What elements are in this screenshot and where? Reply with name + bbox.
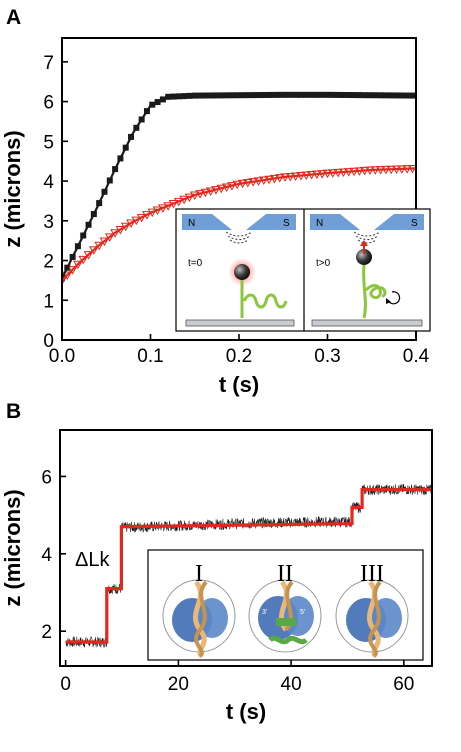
panel-a-y-label: z (microns)	[0, 130, 25, 247]
panel-a-x-tick-label: 0.2	[226, 346, 252, 367]
state-iii: III	[335, 561, 409, 658]
panel-a-x-label: t (s)	[219, 372, 259, 397]
panel-a-letter: A	[6, 6, 21, 29]
panel-a-x-tick-label: 0.0	[49, 346, 75, 367]
state-ii-green-loop	[268, 635, 308, 645]
bead-left	[234, 264, 250, 280]
state-ii-5prime: 5'	[300, 609, 305, 616]
panel-b-y-tick-label: 2	[41, 622, 52, 643]
panel-a-y-tick-label: 0	[43, 331, 54, 352]
field-lines-left	[225, 231, 253, 244]
inset-right-t-positive: N S t>0	[310, 214, 424, 327]
magnet-south-right	[374, 214, 424, 230]
panel-b-y-label: z (microns)	[0, 489, 25, 606]
panel-b-inset: I 3' 5' II III	[147, 549, 424, 661]
panel-b-y-tick-label: 4	[41, 545, 52, 566]
state-iii-label: III	[360, 561, 384, 587]
plectonemes-left	[242, 293, 288, 309]
panel-b-y-axis: 2 4 6	[41, 467, 66, 643]
inset-left-t0: N S t=0	[182, 214, 296, 327]
panel-a-y-tick-label: 5	[43, 132, 54, 153]
panel-b-letter: B	[6, 400, 21, 423]
panel-b-x-tick-label: 60	[393, 674, 414, 695]
tether-right	[362, 264, 367, 319]
surface-left	[185, 319, 295, 327]
magnet-n-label-left: N	[188, 218, 195, 229]
surface-right	[311, 319, 423, 327]
panel-a: A 0.0 0.1 0.2 0.3 0.4 0 1 2 3 4 5 6 7 t (s) z (micr…	[0, 6, 431, 397]
state-ii: 3' 5' II	[248, 561, 322, 653]
state-ii-3prime: 3'	[262, 609, 267, 616]
panel-a-y-tick-label: 4	[43, 172, 54, 193]
panel-a-y-tick-label: 6	[43, 93, 54, 114]
state-i-dna-strand-2	[194, 580, 208, 658]
bead-right	[356, 249, 372, 265]
panel-a-x-tick-label: 0.3	[314, 346, 340, 367]
panel-a-red-fit-line	[62, 167, 416, 282]
state-i: I	[162, 561, 236, 658]
delta-lk-annotation: ΔLk	[75, 549, 110, 571]
panel-a-y-tick-label: 2	[43, 252, 54, 273]
panel-b-y-tick-label: 6	[41, 467, 52, 488]
panel-b-x-tick-label: 0	[60, 674, 71, 695]
time-label-left: t=0	[188, 258, 203, 269]
panel-b-axes-frame	[59, 429, 433, 667]
panel-a-x-tick-label: 0.1	[137, 346, 163, 367]
panel-a-black-fit-line	[62, 93, 416, 279]
panel-a-red-point	[62, 276, 67, 286]
magnet-n-label-right: N	[316, 218, 323, 229]
pull-arrow-head	[360, 240, 368, 246]
panel-a-inset: N S t=0 N S t>0	[175, 208, 431, 332]
panel-a-y-tick-label: 7	[43, 53, 54, 74]
field-lines-right	[353, 231, 381, 244]
panel-a-plot-area	[62, 91, 416, 286]
magnet-south-left	[246, 214, 296, 230]
panel-b-x-axis: 0 20 40 60	[60, 660, 414, 695]
rotation-arrowhead-icon	[386, 298, 391, 304]
time-label-right: t>0	[316, 258, 331, 269]
state-ii-label: II	[277, 561, 293, 587]
magnet-s-label-left: S	[283, 218, 290, 229]
panel-b: B 0 20 40 60 2 4 6 t (s) z (microns) ΔLk I	[0, 400, 433, 724]
magnet-north-right	[310, 214, 360, 230]
panel-a-x-tick-label: 0.4	[403, 346, 430, 367]
panel-b-x-tick-label: 20	[168, 674, 189, 695]
panel-a-y-tick-label: 1	[43, 291, 54, 312]
panel-b-plot-area	[65, 483, 432, 648]
magnet-north-left	[182, 214, 232, 230]
panel-a-x-axis: 0.0 0.1 0.2 0.3 0.4	[49, 334, 430, 367]
magnet-s-label-right: S	[411, 218, 418, 229]
panel-b-x-tick-label: 40	[281, 674, 302, 695]
state-ii-green-segment	[276, 618, 296, 626]
rotation-arrow-icon	[387, 291, 401, 305]
panel-a-y-tick-label: 3	[43, 212, 54, 233]
panel-a-y-axis: 0 1 2 3 4 5 6 7	[43, 53, 68, 352]
panel-b-step-fit	[65, 488, 432, 644]
state-i-label: I	[195, 561, 203, 587]
panel-b-x-label: t (s)	[226, 699, 266, 724]
state-iii-dna-strand-2	[368, 580, 382, 658]
plectoneme-right	[364, 284, 387, 300]
